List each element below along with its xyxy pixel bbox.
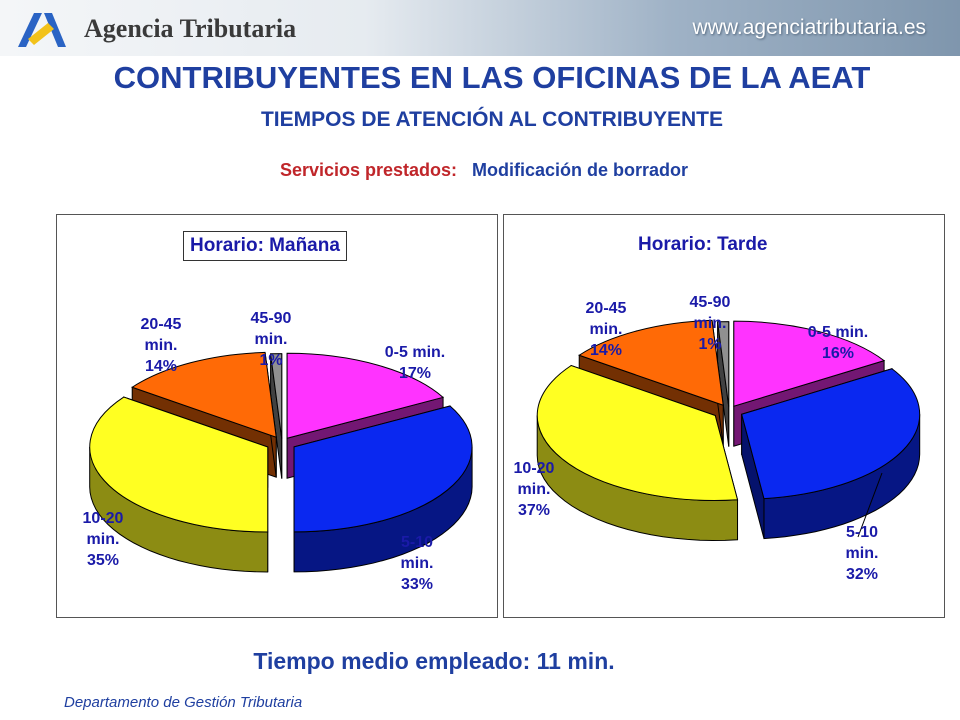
leader-line-1-0	[857, 472, 883, 538]
page-subtitle: TIEMPOS DE ATENCIÓN AL CONTRIBUYENTE	[260, 108, 724, 131]
slice-label-0-0: 0-5 min. 17%	[385, 344, 445, 382]
slice-label-0-4: 45-90 min. 1%	[251, 310, 292, 369]
slice-label-1-4: 45-90 min. 1%	[690, 294, 731, 353]
slice-label-0-2: 10-20 min. 35%	[83, 510, 124, 569]
pie-slice-0-2	[89, 396, 269, 573]
average-time: Tiempo medio empleado: 11 min.	[253, 648, 615, 674]
department-name: Departamento de Gestión Tributaria	[64, 694, 303, 711]
slice-label-0-3: 20-45 min. 14%	[141, 316, 182, 375]
pie-slice-0-1	[293, 405, 473, 573]
aeat-logo-icon	[18, 13, 66, 47]
pie-slice-1-1	[741, 368, 921, 540]
website-url: www.agenciatributaria.es	[692, 16, 926, 39]
services-line: Servicios prestados: Modificación de bor…	[0, 160, 960, 181]
slice-label-1-3: 20-45 min. 14%	[586, 300, 627, 359]
chart-title-tarde: Horario: Tarde	[632, 231, 774, 259]
pie-chart-manana: 0-5 min. 17% 5-10 min. 33% 10-20 min. 35% 20-45 m…	[83, 310, 473, 593]
slice-label-1-2: 10-20 min. 37%	[514, 460, 555, 519]
slice-label-1-0: 0-5 min. 16%	[808, 324, 868, 362]
chart-title-manana: Horario: Mañana	[183, 231, 347, 261]
page-title: CONTRIBUYENTES EN LAS OFICINAS DE LA AEA…	[113, 60, 871, 95]
pie-slice-0-4	[270, 353, 283, 479]
slice-label-1-1: 5-10 min. 32%	[846, 524, 879, 583]
pie-slice-1-2	[536, 364, 739, 542]
slice-label-0-1: 5-10 min. 33%	[401, 534, 434, 593]
pie-slice-1-4	[717, 321, 730, 447]
brand-name: Agencia Tributaria	[84, 14, 297, 43]
chart-panel-manana: 0-5 min. 17% 5-10 min. 33% 10-20 min. 35% 20-45 m…	[56, 214, 498, 618]
services-label: Servicios prestados:	[279, 160, 458, 180]
chart-panel-tarde: 0-5 min. 16% 5-10 min. 32% 10-20 min. 37% 20-45 m…	[503, 214, 945, 618]
services-value: Modificación de borrador	[472, 160, 689, 180]
pie-chart-tarde: 0-5 min. 16% 5-10 min. 32% 10-20 min. 37% 20-45 m…	[514, 294, 921, 583]
header-bar: Agencia Tributaria www.agenciatributaria…	[0, 0, 960, 56]
